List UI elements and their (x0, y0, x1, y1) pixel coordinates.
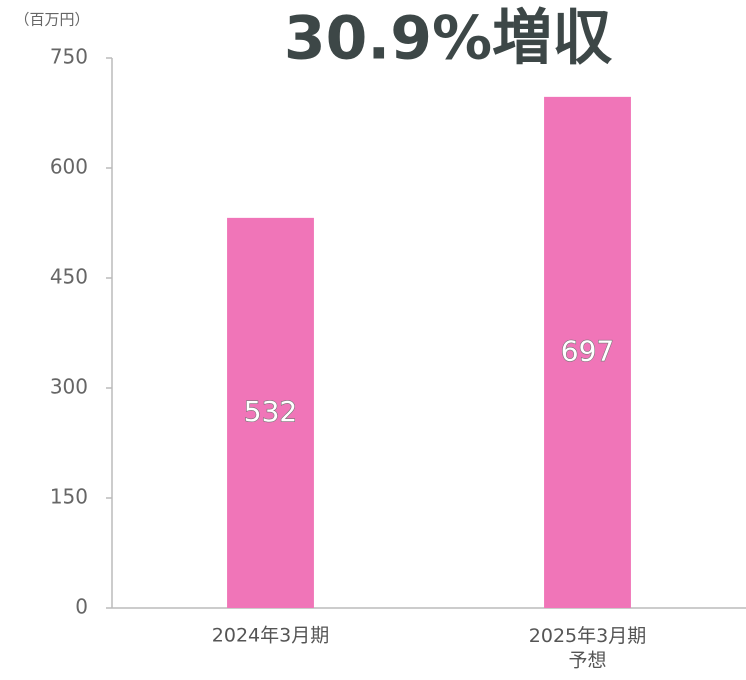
y-tick-label: 150 (50, 485, 88, 509)
y-tick-label: 600 (50, 155, 88, 179)
y-axis-unit: （百万円） (14, 11, 89, 29)
value-label: 697 (561, 334, 614, 367)
x-tick-label: 2024年3月期 (212, 625, 329, 647)
y-tick-label: 0 (75, 595, 88, 619)
bar (544, 96, 631, 608)
x-tick-label: 2025年3月期予想 (529, 625, 646, 672)
value-label: 532 (244, 395, 297, 428)
y-tick-label: 450 (50, 265, 88, 289)
chart-title: 30.9%増収 (284, 4, 612, 74)
bar (227, 217, 314, 608)
y-tick-label: 750 (50, 45, 88, 69)
y-tick-label: 300 (50, 375, 88, 399)
